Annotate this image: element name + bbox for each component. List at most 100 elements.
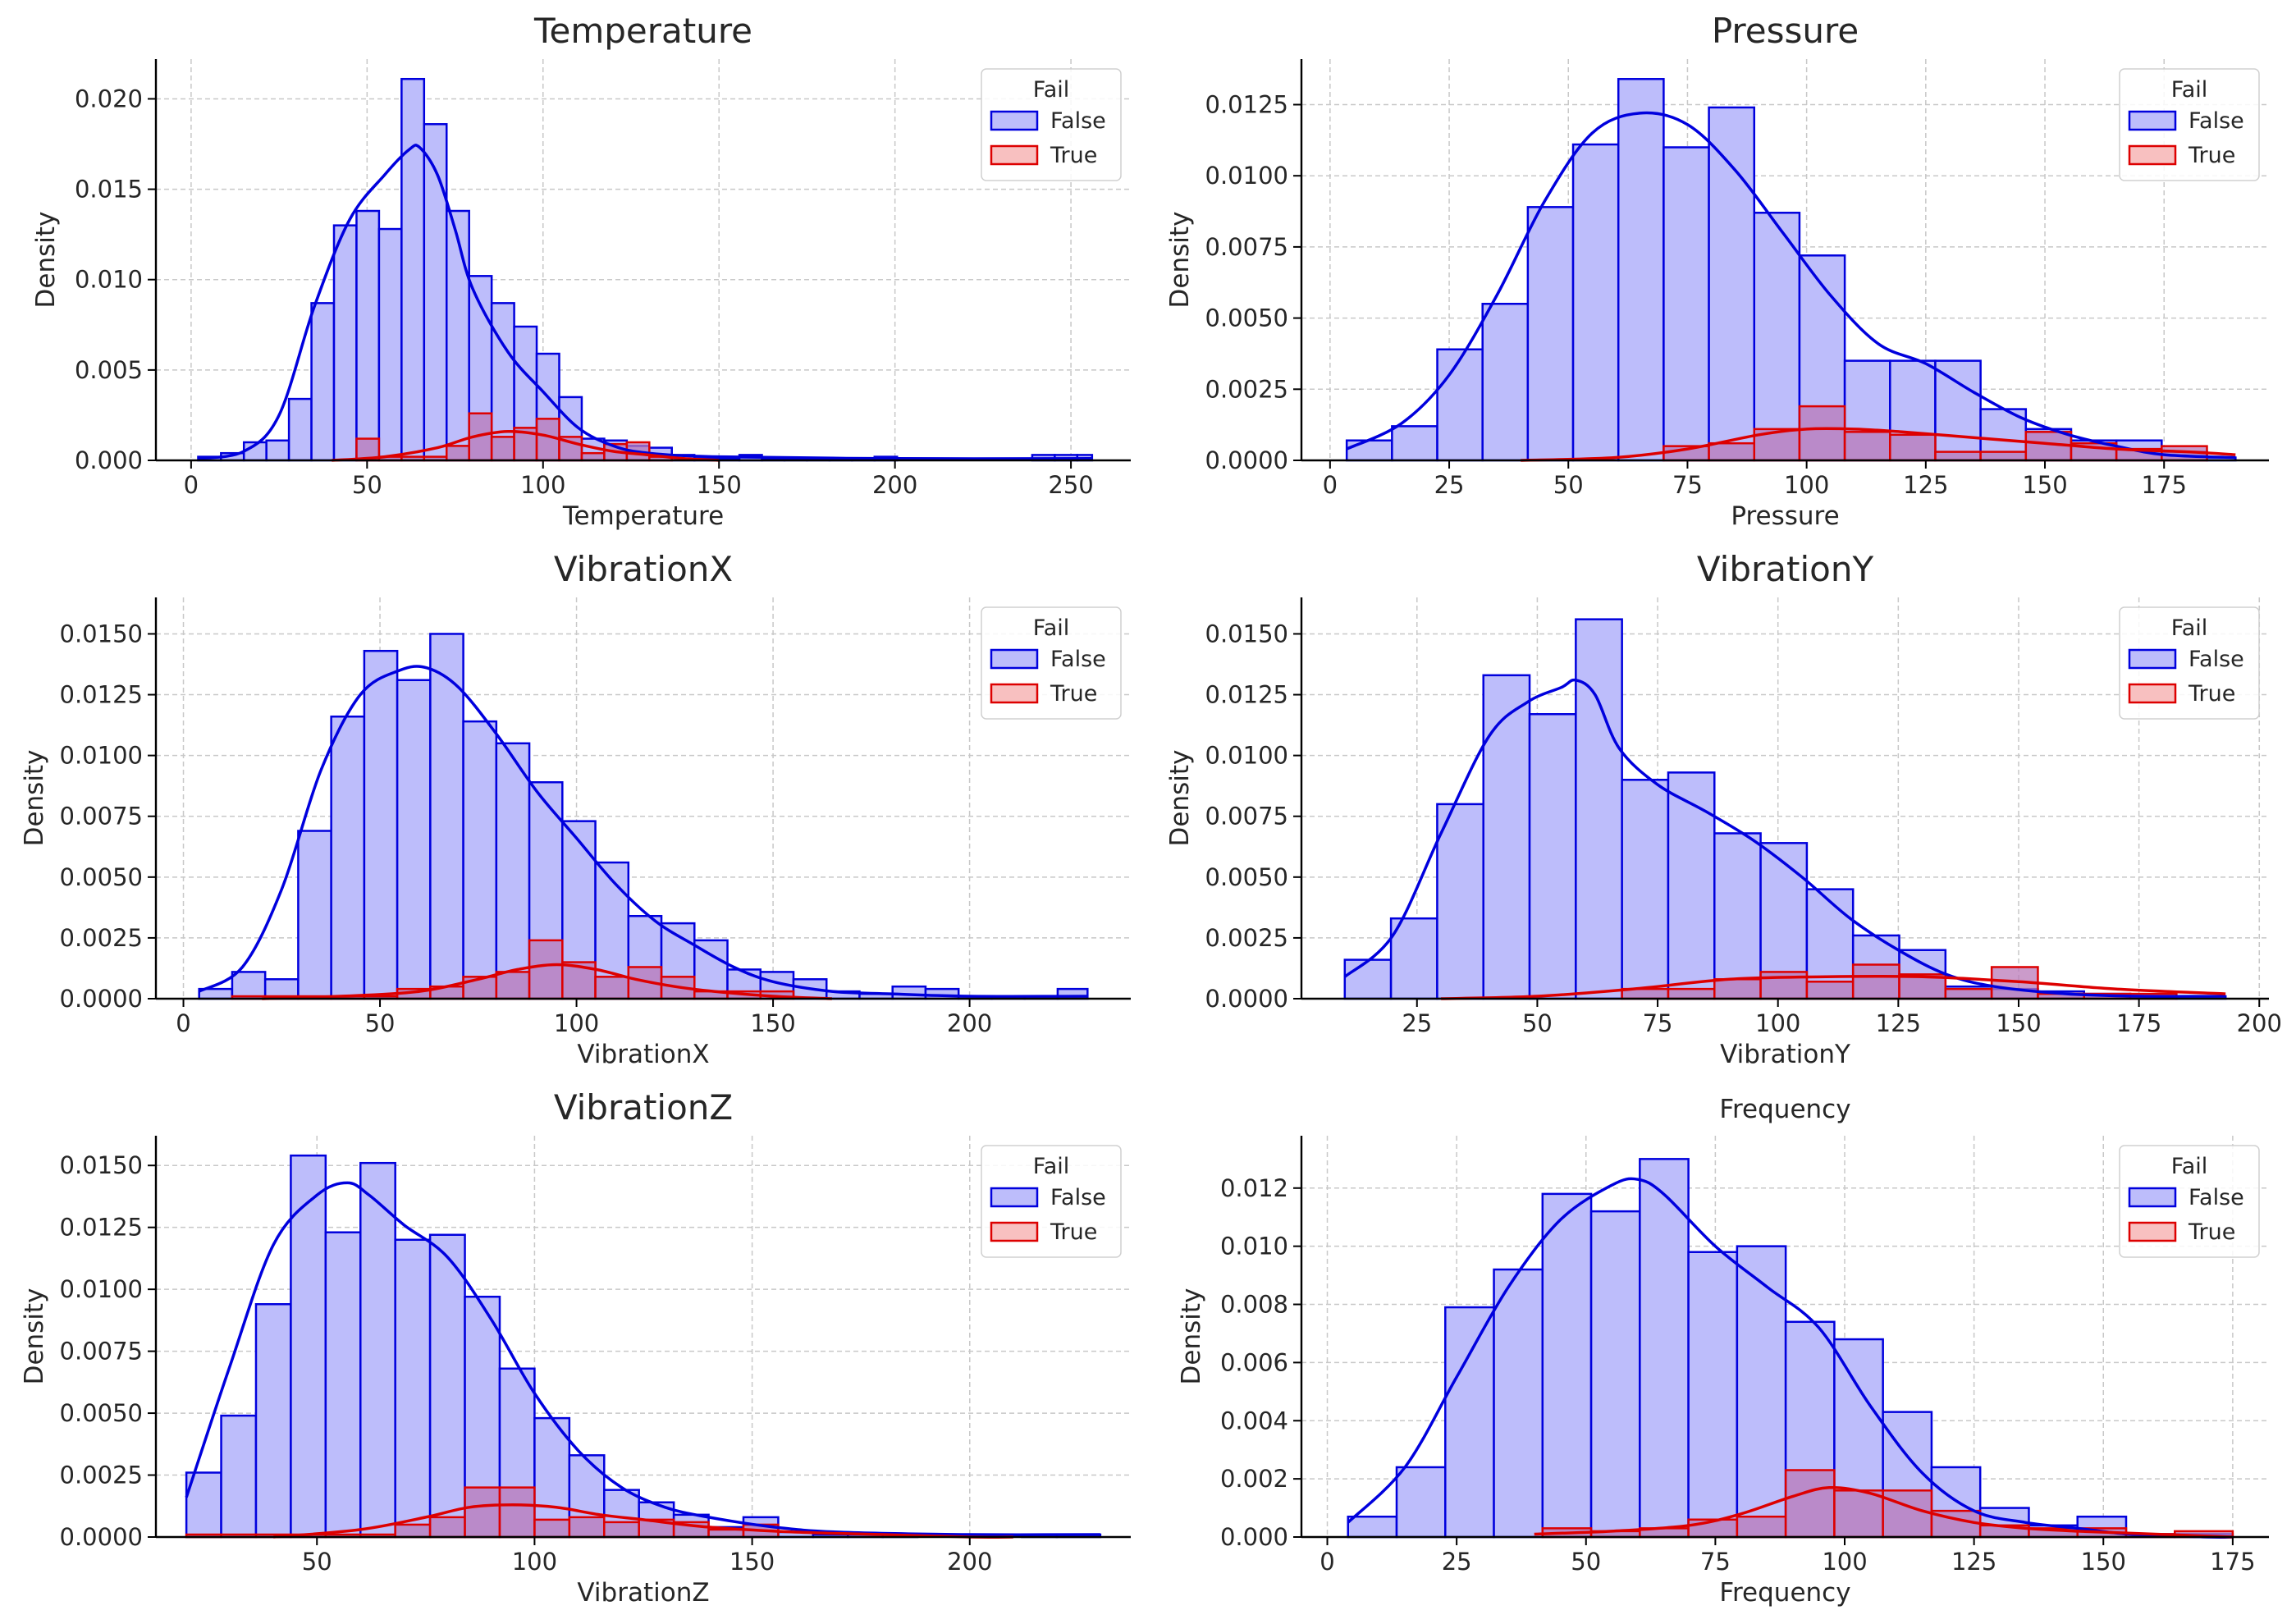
hist-bar-false [231,971,267,1000]
legend-label-false: False [2189,108,2244,134]
y-tick-label: 0.0025 [1205,924,1288,952]
hist-bar-true [1851,963,1900,1000]
hist-bar-false [363,649,399,1000]
x-axis-label: VibrationZ [577,1578,709,1608]
x-axis-label: Temperature [562,501,724,531]
hist-bar-true [1798,405,1846,462]
hist-bar-true [568,1516,606,1539]
y-axis-label: Density [31,212,61,309]
legend-swatch-true [990,144,1039,166]
hist-bar-true [1934,451,1982,462]
kde-curve-true [1441,974,2226,1000]
x-tick-label: 50 [1571,1548,1601,1576]
legend-label-true: True [2188,681,2235,707]
hist-bar-false [1617,78,1665,462]
legend-label-true: True [1050,681,1097,707]
chart-title: VibrationY [1697,549,1874,589]
x-tick-label: 0 [176,1009,190,1037]
hist-bar-false [1528,713,1577,1000]
y-tick-label: 0.0125 [1205,681,1288,709]
hist-bar-false [1663,146,1710,462]
x-tick-label: 0 [184,471,199,499]
x-tick-label: 50 [365,1009,396,1037]
legend-title: Fail [1033,1154,1070,1179]
panel-vibrationx: 0 50 100 150 200 0.0000 0.0025 0.0050 0.0075 0.01… [20,549,1131,1069]
hist-bar-true [498,1486,536,1539]
y-tick-label: 0.0050 [60,1399,143,1427]
hist-bar-false [359,1161,396,1539]
legend-swatch-false [990,648,1039,670]
y-tick-label: 0.0150 [60,1151,143,1179]
y-tick-label: 0.000 [75,446,143,474]
x-tick-label: 25 [1402,1009,1432,1037]
hist-bar-false [1391,425,1438,462]
panel-vibrationy: 25 50 75 100 125 150 175 200 0.0000 0.0025 0.0050 0… [1165,549,2282,1069]
hist-bar-false [324,1231,362,1539]
y-tick-label: 0.0000 [1205,446,1288,474]
y-tick-label: 0.0075 [60,803,143,830]
hist-bar-false [1639,1158,1690,1539]
hist-bar-false [1667,771,1716,1000]
panel-pressure: 0 25 50 75 100 125 150 175 0.0000 0.0025 0.0050 0.0… [1165,11,2269,531]
hist-bar-false [396,679,432,1000]
panel-temperature: 0 50 100 150 200 250 0.000 0.005 0.010 0.015 0.020… [31,11,1131,531]
hist-bar-true [464,1486,501,1539]
hist-bar-false [1621,779,1670,1000]
hist-bar-true [1882,1489,1933,1539]
panel-vibrationz: 50 100 150 200 0.0000 0.0025 0.0050 0.0075 0.010… [20,1087,1131,1608]
hist-bar-false [428,1233,466,1539]
hist-bar-true [1736,1515,1787,1539]
y-tick-label: 0.0025 [1205,375,1288,403]
x-tick-label: 100 [1755,1009,1800,1037]
x-tick-label: 150 [730,1548,775,1576]
y-tick-label: 0.0050 [1205,863,1288,891]
x-tick-label: 150 [697,471,742,499]
chart-title: Frequency [1719,1095,1850,1124]
x-tick-label: 75 [1672,471,1703,499]
x-tick-label: 75 [1700,1548,1731,1576]
hist-bar-false [1482,674,1531,1000]
legend-swatch-false [990,1187,1039,1208]
hist-bar-false [1395,1466,1447,1539]
hist-bar-true [594,976,630,1000]
legend-label-false: False [1050,647,1106,672]
hist-bar-true [1708,441,1755,462]
chart-title: VibrationZ [554,1087,733,1128]
x-tick-label: 0 [1323,471,1338,499]
hist-bar-false [429,633,464,1000]
kde-curve-false [1346,111,2236,460]
hist-bar-true [446,445,470,462]
y-tick-label: 0.010 [1220,1233,1288,1260]
hist-bar-false [495,742,531,1000]
hist-bar-false [1541,1192,1593,1539]
hist-bar-true [1833,1489,1884,1539]
hist-bar-false [1343,958,1393,1000]
y-axis-label: Density [1165,212,1195,309]
y-tick-label: 0.0025 [60,924,143,952]
hist-bar-false [1934,359,1982,462]
x-tick-label: 200 [872,471,917,499]
hist-bar-false [1713,832,1762,1000]
kde-curve-true [332,430,720,462]
chart-title: VibrationX [554,549,733,589]
hist-bar-false [1444,1306,1495,1539]
hist-bar-false [1736,1245,1787,1539]
y-axis-label: Density [1177,1288,1206,1385]
legend: Fail False True [2119,68,2260,181]
kde-curve-true [1521,427,2236,462]
hist-bar-true [495,971,531,1000]
hist-bar-false [1753,212,1801,462]
hist-bar-true [1784,1469,1836,1539]
legend: Fail False True [981,68,1122,181]
hist-bar-false [1436,348,1484,462]
x-tick-label: 150 [2022,471,2067,499]
y-tick-label: 0.000 [1220,1523,1288,1551]
kde-curve-false [1347,1177,2233,1539]
hist-bar-false [377,227,403,462]
y-tick-label: 0.0000 [1205,985,1288,1013]
hist-bar-true [528,939,564,1000]
y-tick-label: 0.0000 [60,985,143,1013]
x-tick-label: 100 [554,1009,599,1037]
legend: Fail False True [981,606,1122,720]
